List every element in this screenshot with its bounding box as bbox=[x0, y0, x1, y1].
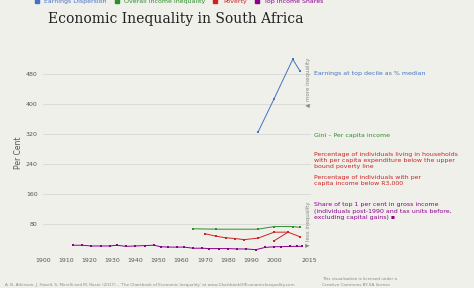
Text: A. B. Atkinson, J. Hasell, S. Morelli and M. Roser (2017) – 'The Chartbook of Ec: A. B. Atkinson, J. Hasell, S. Morelli an… bbox=[5, 283, 294, 287]
Legend: Earnings Dispersion, Overall Income Inequality, Poverty, Top Income Shares: Earnings Dispersion, Overall Income Ineq… bbox=[30, 0, 324, 4]
Text: Earnings at top decile as % median: Earnings at top decile as % median bbox=[314, 71, 426, 75]
Text: ▲ more inequality: ▲ more inequality bbox=[306, 58, 311, 107]
Text: ▼ less inequality: ▼ less inequality bbox=[306, 202, 311, 247]
Text: Economic Inequality in South Africa: Economic Inequality in South Africa bbox=[47, 12, 303, 26]
Text: Percentage of individuals living in households
with per capita expenditure below: Percentage of individuals living in hous… bbox=[314, 152, 458, 169]
Text: Gini – Per capita income: Gini – Per capita income bbox=[314, 133, 391, 138]
Text: Creative Commons BY-SA license: Creative Commons BY-SA license bbox=[322, 283, 390, 287]
Y-axis label: Per Cent: Per Cent bbox=[14, 137, 23, 169]
Text: Percentage of individuals with per
capita income below R3,000: Percentage of individuals with per capit… bbox=[314, 175, 421, 186]
Text: This visualisation is licensed under a: This visualisation is licensed under a bbox=[322, 277, 397, 281]
Text: Share of top 1 per cent in gross income
(individuals post-1990 and tax units bef: Share of top 1 per cent in gross income … bbox=[314, 202, 452, 220]
